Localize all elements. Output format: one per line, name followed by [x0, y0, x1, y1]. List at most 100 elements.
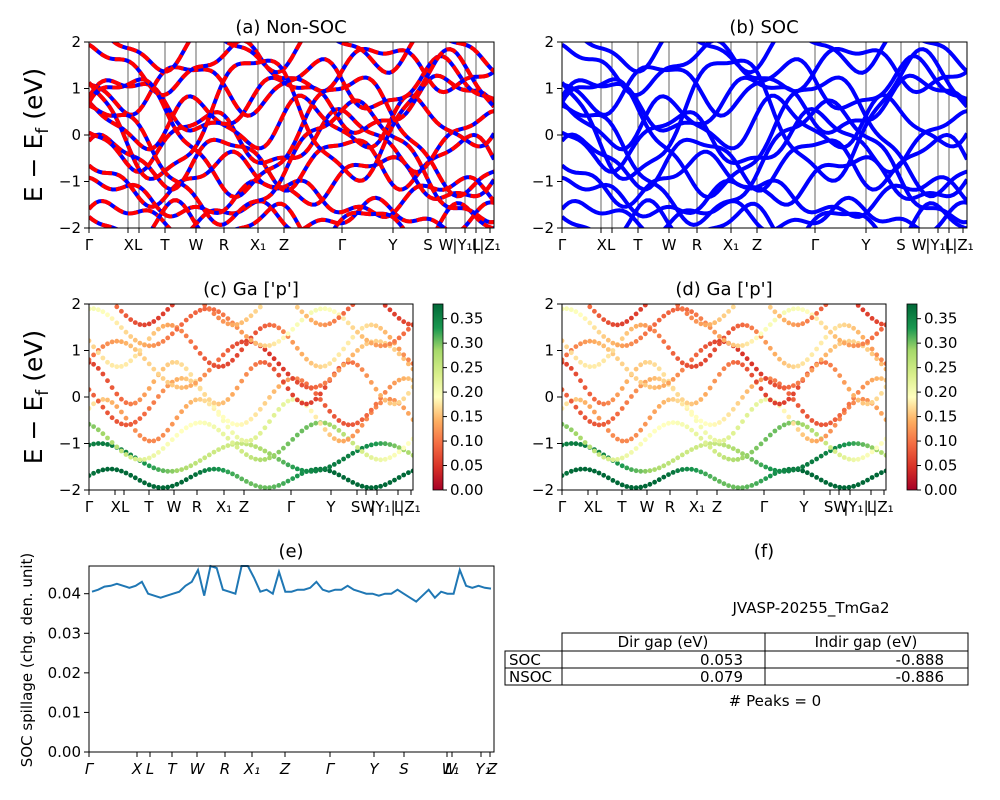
peaks-count: # Peaks = 0 — [729, 692, 821, 710]
projection-point — [633, 446, 639, 451]
projection-point — [573, 397, 579, 402]
projection-point — [401, 352, 407, 358]
panel-a-xticks: Γ XL T W R X₁ Z Γ Y S W|Y₁|L |Z₁ — [85, 228, 501, 254]
projection-point — [638, 335, 644, 341]
projection-point — [211, 449, 217, 455]
projection-point — [119, 468, 124, 474]
projection-point — [666, 345, 671, 350]
projection-point — [874, 445, 880, 451]
projection-point — [656, 317, 662, 323]
projection-point — [730, 430, 736, 436]
projection-point — [610, 457, 616, 463]
projection-point — [744, 484, 750, 490]
projection-point — [642, 382, 648, 388]
ytick-label: 1 — [71, 80, 81, 98]
projection-point — [239, 378, 245, 384]
projection-point — [128, 472, 134, 478]
projection-point — [230, 344, 235, 349]
projection-point — [239, 347, 245, 353]
projection-point — [638, 362, 644, 368]
projection-point — [234, 353, 240, 358]
projection-point — [230, 357, 235, 363]
projection-point — [146, 482, 152, 488]
projection-point — [179, 322, 185, 327]
projection-point — [267, 395, 272, 400]
projection-point — [341, 438, 346, 444]
projection-point — [879, 470, 884, 476]
projection-point — [327, 468, 333, 474]
projection-point — [406, 470, 411, 476]
projection-point — [587, 338, 593, 344]
projection-point — [615, 436, 620, 442]
projection-point — [100, 397, 106, 402]
projection-point — [610, 416, 616, 421]
projection-point — [823, 304, 829, 308]
projection-point — [619, 438, 625, 444]
projection-point — [368, 380, 374, 385]
projection-point — [239, 329, 245, 335]
projection-point — [128, 401, 134, 407]
projection-point — [860, 307, 866, 313]
projection-point — [373, 323, 379, 329]
projection-point — [160, 366, 166, 372]
projection-point — [846, 386, 852, 392]
projection-point — [132, 419, 138, 425]
projection-point — [721, 313, 727, 319]
projection-point — [619, 336, 625, 342]
projection-point — [364, 413, 370, 418]
projection-point — [656, 404, 662, 409]
projection-point — [744, 453, 750, 458]
projection-point — [684, 400, 690, 406]
projection-point — [624, 400, 630, 405]
projection-point — [378, 343, 383, 349]
projection-point — [675, 304, 681, 308]
projection-point — [684, 311, 690, 317]
xtick-label: XL — [597, 236, 616, 254]
projection-point — [823, 422, 829, 427]
projection-point — [336, 418, 342, 423]
projection-point — [206, 360, 212, 366]
table-row-soc-dir: 0.053 — [700, 651, 743, 669]
projection-point — [257, 484, 263, 490]
projection-point — [396, 400, 402, 405]
projection-point — [786, 363, 792, 369]
ytick-label: 0 — [71, 126, 81, 144]
projection-point — [874, 331, 880, 337]
projection-point — [109, 385, 115, 390]
projection-point — [707, 385, 713, 391]
projection-point — [615, 356, 620, 362]
projection-point — [786, 396, 792, 402]
projection-point — [693, 467, 699, 473]
projection-point — [262, 323, 268, 329]
projection-point — [276, 361, 282, 367]
projection-point — [828, 420, 833, 426]
projection-point — [860, 384, 866, 390]
panel-d-points — [562, 304, 886, 490]
projection-point — [151, 331, 157, 336]
projection-point — [809, 352, 815, 358]
projection-point — [689, 364, 694, 370]
projection-point — [368, 455, 374, 460]
projection-point — [401, 445, 407, 451]
projection-point — [410, 366, 413, 372]
projection-point — [726, 444, 731, 449]
xtick-label: XL — [111, 498, 130, 516]
projection-point — [345, 320, 351, 326]
projection-point — [387, 341, 393, 347]
projection-point — [828, 445, 833, 450]
projection-point — [267, 343, 272, 348]
projection-point — [327, 464, 333, 470]
xtick-label: Γ — [287, 498, 296, 516]
projection-point — [883, 384, 886, 390]
projection-point — [91, 306, 96, 312]
projection-point — [331, 357, 337, 363]
projection-point — [573, 441, 579, 447]
xtick-label: |Y₁| — [925, 236, 950, 254]
projection-point — [758, 331, 764, 337]
projection-point — [183, 376, 189, 382]
projection-point — [712, 347, 718, 353]
projection-point — [193, 420, 198, 426]
projection-point — [791, 364, 796, 370]
projection-point — [220, 319, 226, 324]
projection-point — [624, 331, 630, 336]
